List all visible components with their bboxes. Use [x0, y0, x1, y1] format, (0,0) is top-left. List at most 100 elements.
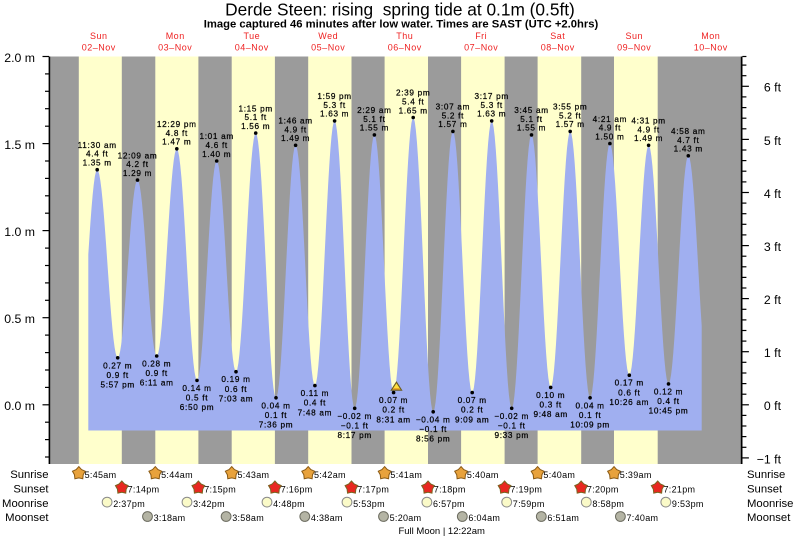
svg-text:Moonrise: Moonrise — [2, 498, 48, 510]
svg-text:Mon: Mon — [701, 31, 720, 41]
svg-text:0.11 m: 0.11 m — [301, 389, 330, 398]
svg-text:10:45 pm: 10:45 pm — [649, 407, 689, 416]
svg-text:Sat: Sat — [550, 31, 565, 41]
svg-text:04–Nov: 04–Nov — [235, 42, 269, 52]
svg-text:4.7 ft: 4.7 ft — [677, 136, 699, 145]
svg-text:0.4 ft: 0.4 ft — [657, 397, 679, 406]
svg-text:10–Nov: 10–Nov — [694, 42, 728, 52]
svg-text:Fri: Fri — [475, 31, 487, 41]
svg-text:Thu: Thu — [396, 31, 413, 41]
svg-text:02–Nov: 02–Nov — [82, 42, 116, 52]
svg-text:6 ft: 6 ft — [764, 81, 782, 95]
svg-text:1.49 m: 1.49 m — [281, 134, 310, 143]
svg-text:5:53pm: 5:53pm — [353, 499, 385, 509]
svg-text:6:50 pm: 6:50 pm — [180, 403, 214, 412]
svg-text:0.6 ft: 0.6 ft — [225, 385, 247, 394]
svg-text:1.5 m: 1.5 m — [4, 138, 35, 152]
svg-text:Moonrise: Moonrise — [747, 498, 793, 510]
svg-text:5:39am: 5:39am — [620, 470, 652, 480]
svg-text:1.0 m: 1.0 m — [4, 225, 35, 239]
svg-text:Sunset: Sunset — [13, 483, 49, 495]
svg-text:0.27 m: 0.27 m — [103, 361, 132, 370]
svg-text:Mon: Mon — [166, 31, 185, 41]
svg-text:1.63 m: 1.63 m — [320, 110, 349, 119]
svg-text:0.17 m: 0.17 m — [615, 379, 644, 388]
svg-text:5.3 ft: 5.3 ft — [323, 101, 345, 110]
svg-text:8:56 pm: 8:56 pm — [416, 435, 450, 444]
svg-text:0.9 ft: 0.9 ft — [106, 371, 128, 380]
svg-text:5:40am: 5:40am — [543, 470, 575, 480]
svg-text:5:20am: 5:20am — [390, 513, 422, 523]
svg-text:1:01 am: 1:01 am — [199, 132, 233, 141]
svg-text:2 ft: 2 ft — [764, 293, 782, 307]
svg-text:−0.02 m: −0.02 m — [494, 412, 529, 421]
svg-text:6:57pm: 6:57pm — [433, 499, 465, 509]
svg-text:0.5 m: 0.5 m — [4, 312, 35, 326]
svg-text:7:16pm: 7:16pm — [281, 484, 313, 494]
svg-text:0.4 ft: 0.4 ft — [304, 399, 326, 408]
svg-text:7:15pm: 7:15pm — [204, 484, 236, 494]
svg-text:7:48 am: 7:48 am — [298, 408, 332, 417]
svg-text:7:21pm: 7:21pm — [664, 484, 696, 494]
svg-text:5.2 ft: 5.2 ft — [559, 111, 581, 120]
svg-text:1.40 m: 1.40 m — [202, 150, 231, 159]
svg-text:Image captured 46 minutes afte: Image captured 46 minutes after low wate… — [204, 18, 599, 30]
svg-text:5 ft: 5 ft — [764, 134, 782, 148]
svg-text:0.07 m: 0.07 m — [379, 396, 408, 405]
svg-text:3:42pm: 3:42pm — [193, 499, 225, 509]
svg-text:3:45 am: 3:45 am — [514, 106, 548, 115]
svg-text:08–Nov: 08–Nov — [541, 42, 575, 52]
svg-text:1.63 m: 1.63 m — [477, 110, 506, 119]
svg-text:7:36 pm: 7:36 pm — [259, 421, 293, 430]
svg-text:0.0 m: 0.0 m — [4, 399, 35, 413]
svg-text:1.55 m: 1.55 m — [517, 124, 546, 133]
svg-text:3:18am: 3:18am — [154, 513, 186, 523]
svg-text:5:40am: 5:40am — [467, 470, 499, 480]
svg-text:Full Moon | 12:22am: Full Moon | 12:22am — [398, 526, 485, 537]
svg-text:4:48pm: 4:48pm — [273, 499, 305, 509]
svg-text:4.9 ft: 4.9 ft — [637, 125, 659, 134]
svg-text:6:51am: 6:51am — [547, 513, 579, 523]
svg-text:07–Nov: 07–Nov — [464, 42, 498, 52]
svg-text:3:55 pm: 3:55 pm — [553, 103, 587, 112]
svg-text:1 ft: 1 ft — [764, 346, 782, 360]
svg-text:4 ft: 4 ft — [764, 187, 782, 201]
svg-text:2:39 pm: 2:39 pm — [396, 89, 430, 98]
svg-text:9:09 am: 9:09 am — [455, 415, 489, 424]
svg-text:Derde Steen: rising spring ti: Derde Steen: rising spring tide at 0.1m … — [225, 0, 575, 20]
svg-text:4.9 ft: 4.9 ft — [599, 124, 621, 133]
svg-text:5.2 ft: 5.2 ft — [442, 111, 464, 120]
svg-text:0.14 m: 0.14 m — [182, 384, 211, 393]
svg-text:0.6 ft: 0.6 ft — [618, 388, 640, 397]
svg-text:10:26 am: 10:26 am — [609, 398, 649, 407]
svg-text:4.4 ft: 4.4 ft — [86, 150, 108, 159]
svg-text:4.6 ft: 4.6 ft — [205, 141, 227, 150]
svg-text:−1 ft: −1 ft — [757, 452, 782, 466]
svg-text:0.19 m: 0.19 m — [221, 375, 250, 384]
svg-text:6:04am: 6:04am — [468, 513, 500, 523]
svg-text:7:59pm: 7:59pm — [513, 499, 545, 509]
svg-text:0.9 ft: 0.9 ft — [145, 369, 167, 378]
svg-text:−0.1 ft: −0.1 ft — [498, 421, 526, 430]
svg-text:06–Nov: 06–Nov — [388, 42, 422, 52]
svg-text:1:15 pm: 1:15 pm — [238, 104, 272, 113]
svg-text:9:33 pm: 9:33 pm — [494, 431, 528, 440]
svg-text:Sunrise: Sunrise — [10, 469, 48, 481]
svg-text:1:46 am: 1:46 am — [278, 117, 312, 126]
svg-text:Moonset: Moonset — [747, 512, 791, 524]
svg-text:05–Nov: 05–Nov — [311, 42, 345, 52]
svg-text:3:17 pm: 3:17 pm — [474, 92, 508, 101]
svg-text:9:48 am: 9:48 am — [533, 410, 567, 419]
svg-text:2:29 am: 2:29 am — [357, 106, 391, 115]
svg-text:4.8 ft: 4.8 ft — [166, 129, 188, 138]
svg-text:03–Nov: 03–Nov — [158, 42, 192, 52]
svg-text:1.55 m: 1.55 m — [360, 124, 389, 133]
svg-text:7:03 am: 7:03 am — [219, 394, 253, 403]
svg-text:0.2 ft: 0.2 ft — [461, 406, 483, 415]
svg-text:4:58 am: 4:58 am — [671, 127, 705, 136]
svg-text:8:58pm: 8:58pm — [592, 499, 624, 509]
svg-text:5.1 ft: 5.1 ft — [244, 113, 266, 122]
svg-text:8:31 am: 8:31 am — [376, 415, 410, 424]
svg-text:7:40am: 7:40am — [627, 513, 659, 523]
svg-text:7:14pm: 7:14pm — [128, 484, 160, 494]
